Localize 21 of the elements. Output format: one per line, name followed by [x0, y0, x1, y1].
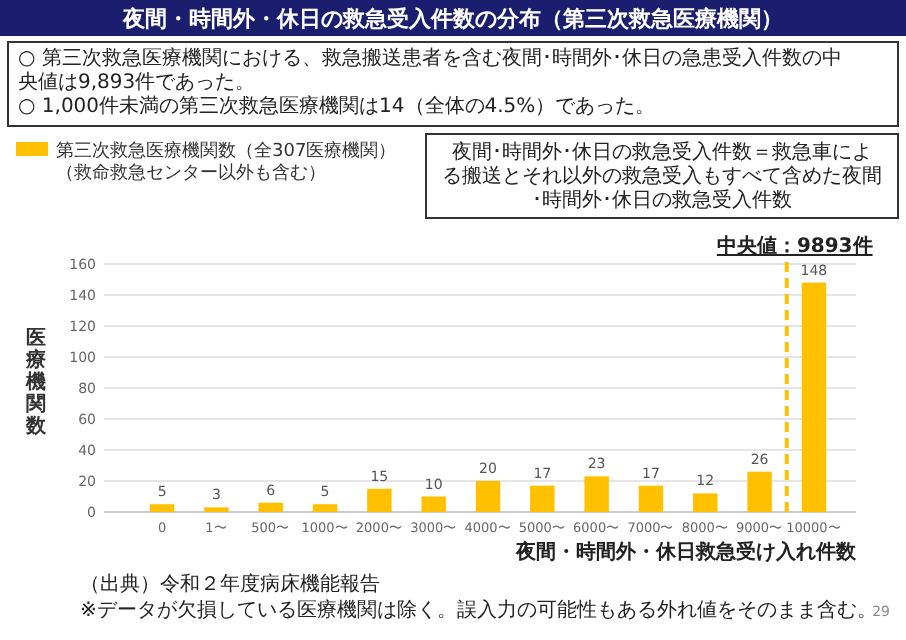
text: （出典）令和２年度病床機能報告	[80, 572, 380, 596]
text: 夜間･時間外･休日の救急受入件数＝救急車による搬送とそれ以外の救急受入もすべて含めた夜間･時間外･休日の救急受入件数	[442, 140, 882, 212]
bar	[638, 485, 664, 512]
bar	[475, 481, 501, 512]
bar	[584, 476, 609, 512]
bar	[367, 488, 392, 512]
bar	[421, 496, 446, 512]
bar	[149, 504, 175, 512]
bar	[312, 504, 338, 512]
bar	[530, 485, 555, 512]
bar	[801, 282, 827, 512]
bar	[258, 502, 283, 512]
text: ○ 第三次救急医療機関における、救急搬送患者を含む夜間･時間外･休日の急患受入件数の中央値は9,893件であった。	[18, 46, 842, 94]
ref-line-label: 中央値：9893件	[716, 234, 873, 258]
x-axis-title: 夜間・時間外・休日救急受け入れ件数	[514, 540, 858, 564]
bar	[747, 471, 772, 512]
legend-label: 第三次救急医療機関数（全307医療機関）（救命救急センター以外も含む）	[56, 140, 397, 184]
chart-title: 夜間・時間外・休日の救急受入件数の分布（第三次救急医療機関）	[121, 6, 783, 32]
bar	[693, 493, 718, 512]
y-axis-title: 医療機関数	[24, 326, 48, 438]
text: ○ 1,000件未満の第三次救急医療機関は14（全体の4.5%）であった。	[18, 94, 656, 118]
